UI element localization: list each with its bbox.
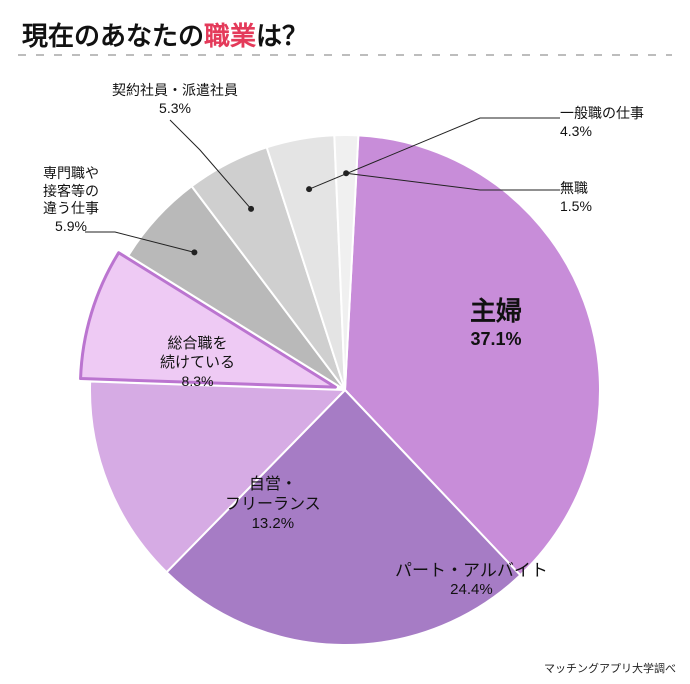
label-name: 一般職の仕事 [560, 105, 690, 123]
label-pct: 4.3% [560, 123, 690, 141]
label-name: フリーランス [225, 495, 321, 515]
label-name: 無職 [560, 180, 660, 198]
label-name: 自営・ [225, 475, 321, 495]
label-free: 自営・フリーランス13.2% [225, 475, 321, 534]
label-keiyaku: 契約社員・派遣社員5.3% [80, 82, 270, 117]
label-name: パート・アルバイト [395, 560, 548, 581]
label-pct: 1.5% [560, 198, 660, 216]
label-pct: 5.3% [80, 100, 270, 118]
label-pct: 5.9% [16, 218, 126, 236]
label-name: 総合職を [160, 335, 235, 354]
label-pct: 8.3% [160, 373, 235, 391]
label-name: 続けている [160, 354, 235, 373]
label-shufu: 主婦37.1% [470, 295, 522, 350]
label-name: 接客等の [16, 183, 126, 201]
label-ippan: 一般職の仕事4.3% [560, 105, 690, 140]
label-pct: 13.2% [225, 515, 321, 534]
page-root: 現在のあなたの職業は？ 主婦37.1%パート・アルバイト24.4%自営・フリーラ… [0, 0, 690, 684]
label-sogo: 総合職を続けている8.3% [160, 335, 235, 390]
label-name: 違う仕事 [16, 200, 126, 218]
label-pct: 37.1% [470, 328, 522, 351]
leader-dot-ippan [306, 186, 312, 192]
label-name: 主婦 [470, 295, 522, 328]
credit-line: マッチングアプリ大学調べ [544, 660, 676, 676]
label-name: 専門職や [16, 165, 126, 183]
label-pct: 24.4% [395, 581, 548, 600]
label-senmon: 専門職や接客等の違う仕事5.9% [16, 165, 126, 235]
label-name: 契約社員・派遣社員 [80, 82, 270, 100]
label-part: パート・アルバイト24.4% [395, 560, 548, 600]
leader-dot-mushoku [343, 170, 349, 176]
leader-dot-keiyaku [248, 206, 254, 212]
leader-dot-senmon [191, 249, 197, 255]
label-mushoku: 無職1.5% [560, 180, 660, 215]
